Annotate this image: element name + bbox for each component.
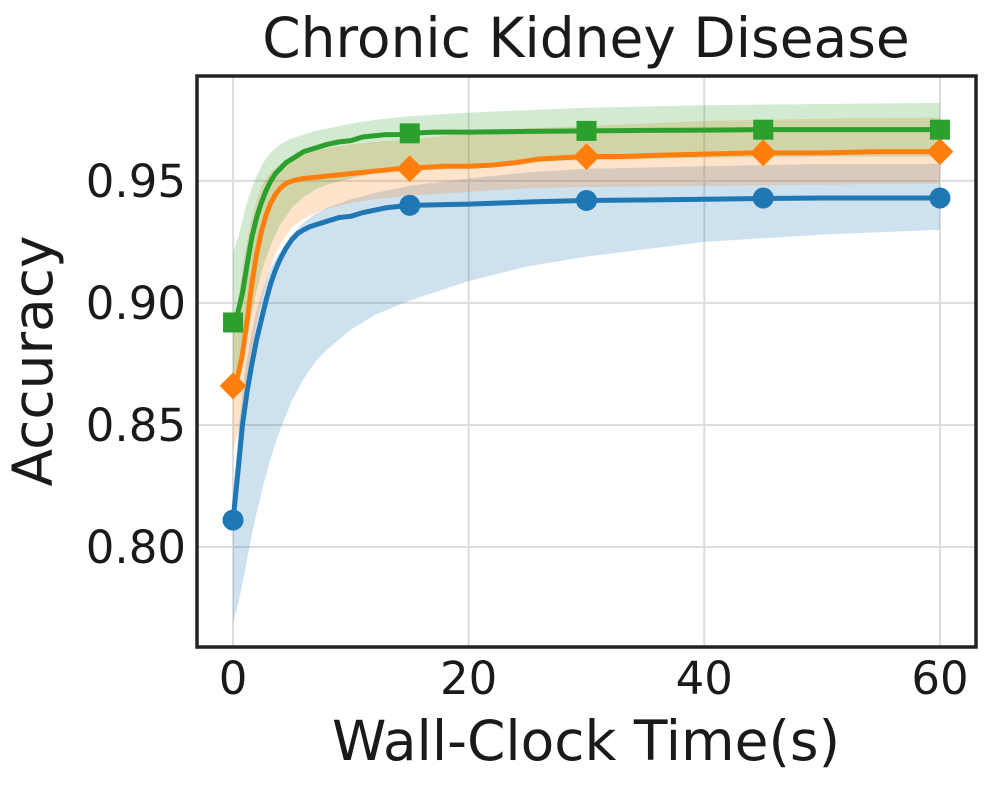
y-axis-tick-labels: 0.80 0.85 0.90 0.95: [86, 155, 186, 574]
marker-blue-circle: [752, 187, 774, 209]
marker-green-square: [929, 119, 950, 140]
line-orange-diamond: [230, 149, 943, 389]
plot-border: [195, 74, 978, 649]
x-tick-label: 40: [676, 652, 733, 705]
x-axis-tick-labels: 0 20 40 60: [219, 652, 969, 705]
marker-green-square: [753, 119, 774, 140]
marker-blue-circle: [399, 194, 421, 216]
x-tick-label: 60: [911, 652, 968, 705]
x-tick-label: 20: [440, 652, 497, 705]
band-blue-circle: [233, 163, 940, 623]
y-tick-label: 0.90: [86, 277, 186, 330]
x-tick-label: 0: [219, 652, 248, 705]
chart-title: Chronic Kidney Disease: [262, 6, 910, 70]
marker-blue-circle: [576, 189, 597, 211]
marker-green-square: [399, 123, 420, 144]
band-green-square: [233, 102, 940, 401]
marker-green-square: [223, 312, 244, 333]
marker-blue-circle: [222, 509, 244, 531]
y-tick-label: 0.85: [86, 399, 186, 452]
grid-lines: [197, 76, 976, 647]
y-tick-label: 0.95: [86, 155, 186, 208]
marker-blue-circle: [929, 187, 951, 209]
y-axis-label: Accuracy: [1, 235, 65, 486]
line-green-square: [230, 127, 943, 325]
y-tick-label: 0.80: [86, 521, 186, 574]
x-axis-label: Wall-Clock Time(s): [332, 709, 840, 773]
marker-green-square: [576, 120, 597, 141]
confidence-bands: [233, 102, 940, 623]
